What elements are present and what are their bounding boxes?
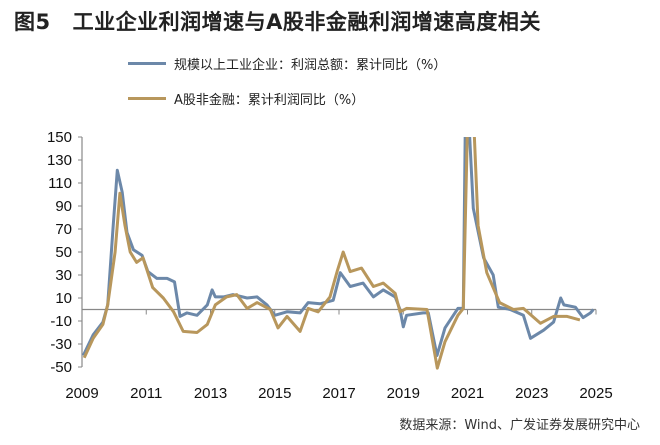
series-line-ashare bbox=[82, 137, 581, 370]
legend-swatch-ashare bbox=[128, 97, 166, 100]
y-tick-label: 110 bbox=[48, 175, 72, 192]
y-tick-label: -10 bbox=[50, 313, 72, 330]
x-tick-label: 2021 bbox=[451, 385, 484, 402]
legend-label-industrial: 规模以上工业企业：利润总额：累计同比（%） bbox=[174, 58, 447, 73]
figure-title-text: 工业企业利润增速与A股非金融利润增速高度相关 bbox=[72, 10, 541, 34]
y-tick-label: -30 bbox=[50, 336, 72, 353]
y-tick-label: -50 bbox=[50, 359, 72, 376]
source-note: 数据来源：Wind、广发证券发展研究中心 bbox=[399, 418, 640, 433]
x-tick-label: 2019 bbox=[387, 385, 420, 402]
series-line-industrial bbox=[81, 137, 595, 357]
x-tick-label: 2023 bbox=[515, 385, 548, 402]
legend-item-ashare: A股非金融：累计利润同比（%） bbox=[128, 89, 364, 108]
y-tick-label: 50 bbox=[55, 244, 72, 261]
x-tick-label: 2017 bbox=[322, 385, 355, 402]
y-tick-label: 90 bbox=[55, 198, 72, 215]
x-tick-label: 2013 bbox=[194, 385, 227, 402]
legend-label-ashare: A股非金融：累计利润同比（%） bbox=[174, 93, 365, 108]
y-tick-label: 10 bbox=[55, 290, 72, 307]
x-tick-label: 2011 bbox=[130, 385, 162, 402]
y-tick-label: 30 bbox=[55, 267, 72, 284]
legend-item-industrial: 规模以上工业企业：利润总额：累计同比（%） bbox=[128, 54, 446, 73]
y-tick-label: 70 bbox=[55, 221, 72, 238]
y-tick-label: 150 bbox=[47, 129, 72, 146]
figure-title: 图5 工业企业利润增速与A股非金融利润增速高度相关 bbox=[14, 6, 541, 36]
x-tick-label: 2009 bbox=[65, 385, 98, 402]
y-tick-label: 130 bbox=[47, 152, 72, 169]
x-tick-label: 2015 bbox=[258, 385, 291, 402]
legend-swatch-industrial bbox=[128, 62, 166, 65]
x-tick-label: 2025 bbox=[579, 385, 612, 402]
figure-number: 图5 bbox=[14, 10, 51, 34]
